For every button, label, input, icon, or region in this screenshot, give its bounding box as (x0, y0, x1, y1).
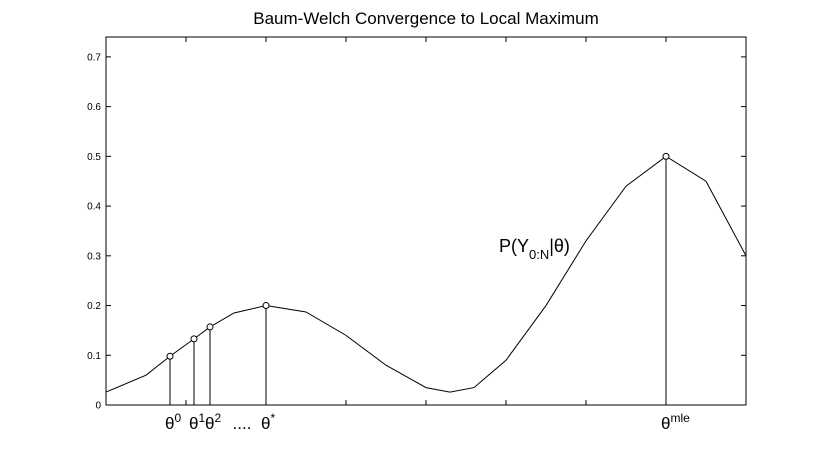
marker-point (190, 335, 198, 343)
marker-point (662, 152, 670, 160)
marker-label: θ1 (189, 411, 205, 433)
marker-label: θ0 (165, 411, 181, 433)
y-tick-label: 0.3 (87, 251, 101, 262)
marker-point (166, 352, 174, 360)
y-tick-label: 0.4 (87, 202, 101, 213)
curve-label-sub: 0:N (529, 247, 549, 262)
marker-label-sup: 2 (214, 411, 221, 425)
marker-point (262, 302, 270, 310)
y-tick-label: 0 (95, 401, 101, 412)
y-tick-label: 0.6 (87, 102, 101, 113)
ellipsis: .... (233, 414, 252, 433)
marker-label-sup: 0 (174, 411, 181, 425)
marker-label: θmle (661, 411, 690, 433)
curve-label: P(Y0:N|θ) (499, 236, 570, 262)
marker-label-text: θ (165, 414, 174, 433)
likelihood-curve (105, 155, 747, 393)
marker-point (206, 323, 214, 331)
marker-label-text: θ (661, 414, 670, 433)
marker-label-text: θ (261, 414, 270, 433)
plot-frame (105, 36, 747, 406)
marker-label: θ2 (205, 411, 221, 433)
marker-label-text: θ (205, 414, 214, 433)
marker-label-sup: 1 (198, 411, 205, 425)
chart-title: Baum-Welch Convergence to Local Maximum (253, 9, 599, 28)
marker-label-sup: mle (670, 411, 690, 425)
curve-label-text: P(Y (499, 236, 529, 256)
curve-label-tail: |θ) (549, 236, 570, 256)
marker-label-text: θ (189, 414, 198, 433)
marker-label: θ* (261, 411, 275, 433)
y-tick-label: 0.1 (87, 351, 101, 362)
y-tick-label: 0.5 (87, 152, 101, 163)
marker-label-sup: * (270, 411, 275, 425)
y-tick-label: 0.7 (87, 52, 101, 63)
y-tick-label: 0.2 (87, 301, 101, 312)
